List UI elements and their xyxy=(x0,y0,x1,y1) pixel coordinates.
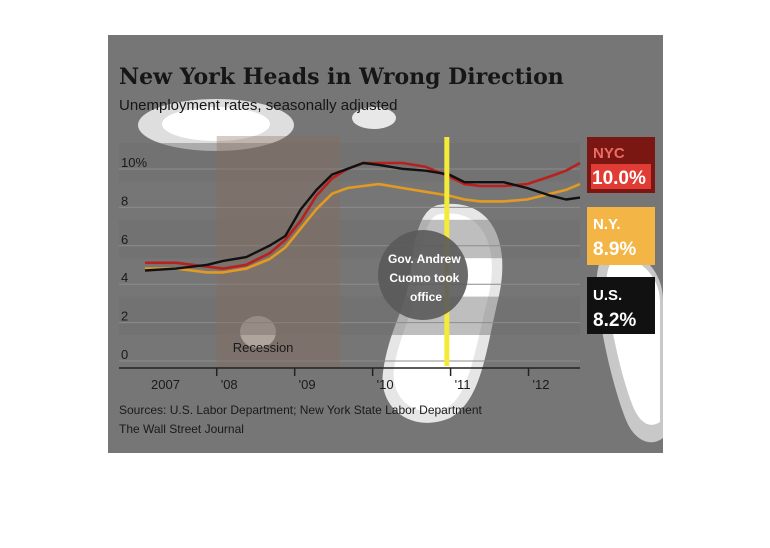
series-line-ny xyxy=(145,182,581,274)
smudge-top xyxy=(352,107,396,129)
grid-band xyxy=(119,296,580,335)
source-note: Sources: U.S. Labor Department; New York… xyxy=(119,403,483,417)
grid-band xyxy=(119,143,580,182)
annotation-circle xyxy=(378,230,468,320)
legend-us-value: 8.2% xyxy=(593,310,636,331)
x-axis: 2007 '08 '09 '10 '11 '12 xyxy=(119,367,580,392)
smudge-left-inner xyxy=(162,107,270,141)
y-tick-label: 2 xyxy=(121,309,128,324)
x-tick-label: '11 xyxy=(455,377,471,392)
legend-ny-value: 8.9% xyxy=(593,239,636,260)
x-tick-label: '10 xyxy=(377,377,394,392)
legend-us-box xyxy=(587,277,655,334)
chart-title: New York Heads in Wrong Direction xyxy=(119,64,564,90)
legend-nyc-value-bg xyxy=(591,164,651,189)
legend-us-name: U.S. xyxy=(593,287,622,304)
credit-note: The Wall Street Journal xyxy=(119,422,244,436)
x-tick-label: 2007 xyxy=(151,377,180,392)
legend-nyc: NYC 10.0% xyxy=(587,137,655,193)
y-tick-label: 8 xyxy=(121,193,128,208)
y-tick-label: 4 xyxy=(121,270,128,285)
series-lines xyxy=(144,161,581,274)
x-tick-label: '09 xyxy=(299,377,316,392)
y-tick-label: 6 xyxy=(121,232,128,247)
grid-lines xyxy=(119,143,580,362)
legend-ny-box xyxy=(587,207,655,265)
x-tick-label: '08 xyxy=(221,377,238,392)
legend-nyc-name: NYC xyxy=(593,145,625,162)
x-tick-label: '12 xyxy=(533,377,550,392)
chart-subtitle: Unemployment rates, seasonally adjusted xyxy=(119,97,397,114)
y-tick-label: 0 xyxy=(121,347,128,362)
recession-label: Recession xyxy=(233,340,294,355)
grid-band xyxy=(119,219,580,259)
annotation-text: Gov. Andrew Cuomo took office xyxy=(388,252,464,304)
legend-us: U.S. 8.2% xyxy=(587,277,655,334)
y-axis-ticks: 10% 8 6 4 2 0 xyxy=(121,155,147,362)
smudge-small xyxy=(240,316,276,348)
series-line-us xyxy=(144,161,581,272)
legend-nyc-value: 10.0% xyxy=(592,168,646,189)
legend-ny-name: N.Y. xyxy=(593,216,621,233)
legend-ny: N.Y. 8.9% xyxy=(587,207,655,265)
y-tick-label: 10% xyxy=(121,155,147,170)
